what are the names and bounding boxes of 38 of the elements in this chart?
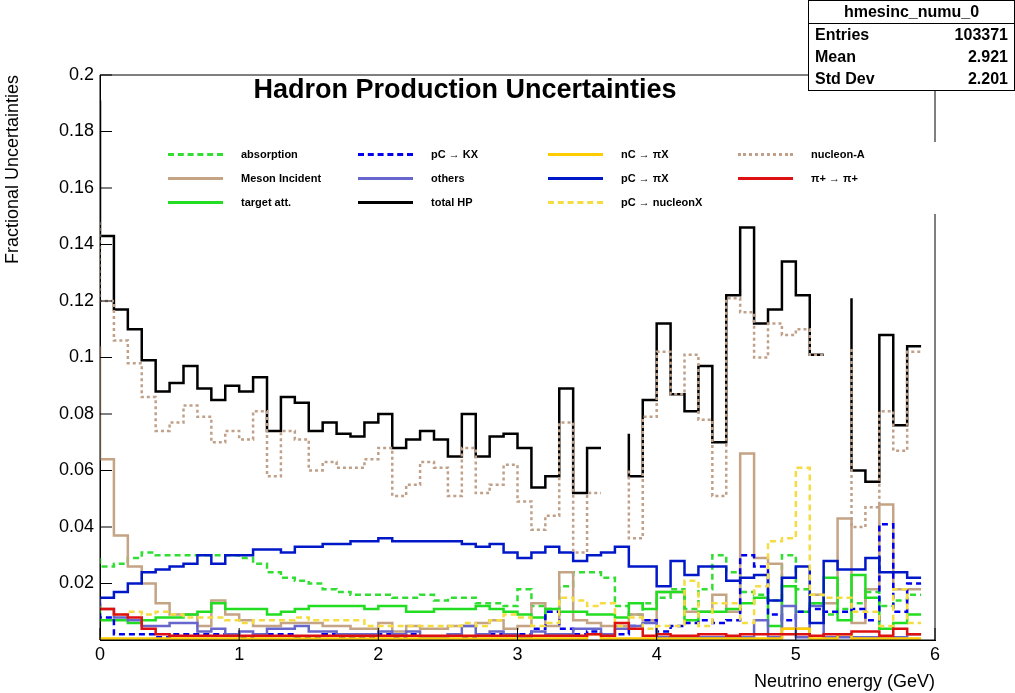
text: 2.921 [967, 48, 1008, 66]
y-tick-label: 0.1 [68, 346, 94, 367]
legend-label: total HP [431, 196, 473, 208]
legend-label: pC → πX [621, 172, 669, 184]
y-tick-label: 0.16 [58, 176, 94, 197]
x-tick-label: 2 [373, 643, 384, 664]
y-tick-label: 0.06 [58, 459, 94, 480]
text: 2.201 [967, 70, 1008, 88]
chart-title: Hadron Production Uncertainties [252, 74, 678, 105]
x-tick-label: 5 [790, 643, 801, 664]
y-tick-label: 0.08 [58, 402, 94, 423]
x-axis-title: Neutrino energy (GeV) [753, 671, 935, 692]
legend-label: pC → nucleonX [621, 196, 703, 208]
x-tick-label: 4 [651, 643, 662, 664]
y-tick-label: 0.12 [58, 289, 94, 310]
x-tick-label: 3 [512, 643, 523, 664]
text: Mean [815, 48, 856, 66]
legend-label: nucleon-A [811, 148, 865, 160]
text: hmesinc_numu_0 [809, 1, 1014, 24]
legend-label: pC → KX [431, 148, 479, 160]
legend-label: nC → πX [621, 148, 669, 160]
legend-label: absorption [241, 148, 298, 160]
y-tick-label: 0.02 [58, 572, 94, 593]
y-tick-label: 0.18 [58, 120, 94, 141]
x-tick-label: 1 [234, 643, 245, 664]
text: 103371 [954, 26, 1008, 44]
text: Entries [815, 26, 870, 44]
y-tick-label: 0.2 [68, 63, 94, 84]
y-tick-label: 0.14 [58, 233, 94, 254]
y-tick-label: 0.04 [58, 515, 94, 536]
legend-label: π+ → π+ [811, 172, 858, 184]
x-tick-label: 6 [929, 643, 941, 664]
legend-label: others [431, 172, 465, 184]
legend-label: Meson Incident [241, 172, 322, 184]
annotation: Std Dev [815, 70, 875, 88]
x-tick-label: 0 [94, 643, 106, 664]
y-axis-title: Fractional Uncertainties [1, 75, 22, 265]
legend-label: target att. [241, 196, 292, 208]
